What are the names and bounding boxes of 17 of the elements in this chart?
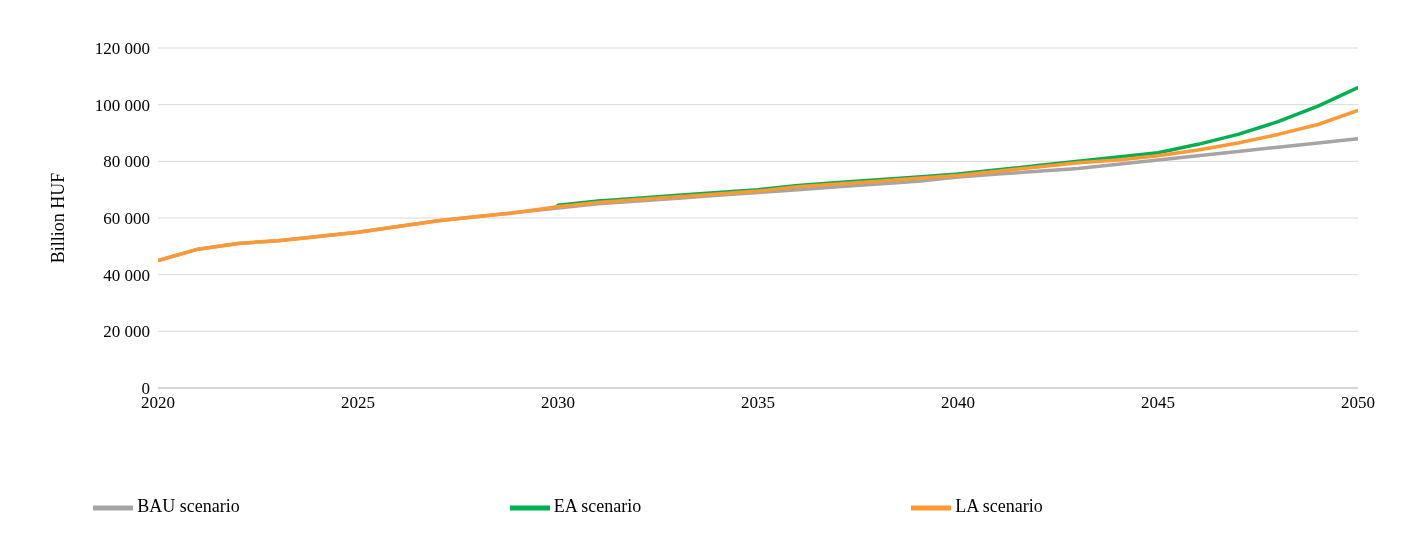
x-tick-label: 2025 [341, 393, 375, 413]
y-tick-label: 20 000 [103, 322, 150, 342]
legend-label: BAU scenario [137, 496, 240, 517]
y-tick-label: 40 000 [103, 265, 150, 285]
x-tick-label: 2030 [541, 393, 575, 413]
x-tick-label: 2035 [741, 393, 775, 413]
y-axis-title: Billion HUF [48, 172, 69, 264]
y-tick-label: 60 000 [103, 209, 150, 229]
x-tick-label: 2045 [1141, 393, 1175, 413]
y-tick-label: 120 000 [94, 39, 150, 59]
x-tick-label: 2040 [941, 393, 975, 413]
y-tick-label: 100 000 [94, 95, 150, 115]
x-tick-label: 2050 [1341, 393, 1375, 413]
y-tick-label: 80 000 [103, 152, 150, 172]
x-tick-label: 2020 [141, 393, 175, 413]
legend-label: EA scenario [553, 496, 642, 517]
legend-label: LA scenario [955, 496, 1043, 517]
